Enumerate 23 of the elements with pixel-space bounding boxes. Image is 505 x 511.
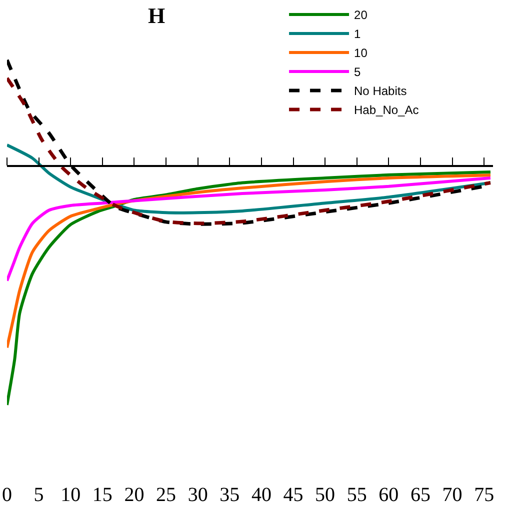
x-tick-label: 15 <box>92 484 112 506</box>
x-tick-label: 55 <box>346 484 367 506</box>
legend-label: 5 <box>354 65 362 80</box>
chart-title: H <box>148 3 166 28</box>
x-tick-label: 25 <box>156 484 176 506</box>
x-tick-label: 0 <box>2 484 12 506</box>
x-tick-label: 45 <box>283 484 304 506</box>
legend-label: Hab_No_Ac <box>354 103 419 118</box>
legend-label: 20 <box>354 8 368 22</box>
x-tick-label: 10 <box>60 484 81 506</box>
x-tick-label: 35 <box>220 484 240 506</box>
x-tick-label: 20 <box>124 484 144 506</box>
x-tick-label: 75 <box>474 484 494 506</box>
legend-label: 1 <box>354 27 362 42</box>
x-tick-label: 40 <box>251 484 272 506</box>
x-tick-label: 65 <box>410 484 430 506</box>
x-tick-label: 60 <box>378 484 399 506</box>
x-tick-label: 5 <box>34 484 44 506</box>
legend-label: No Habits <box>354 84 407 98</box>
x-tick-label: 30 <box>188 484 208 506</box>
x-tick-label: 50 <box>315 484 336 506</box>
legend-label: 10 <box>354 46 368 60</box>
x-tick-label: 70 <box>442 484 462 506</box>
